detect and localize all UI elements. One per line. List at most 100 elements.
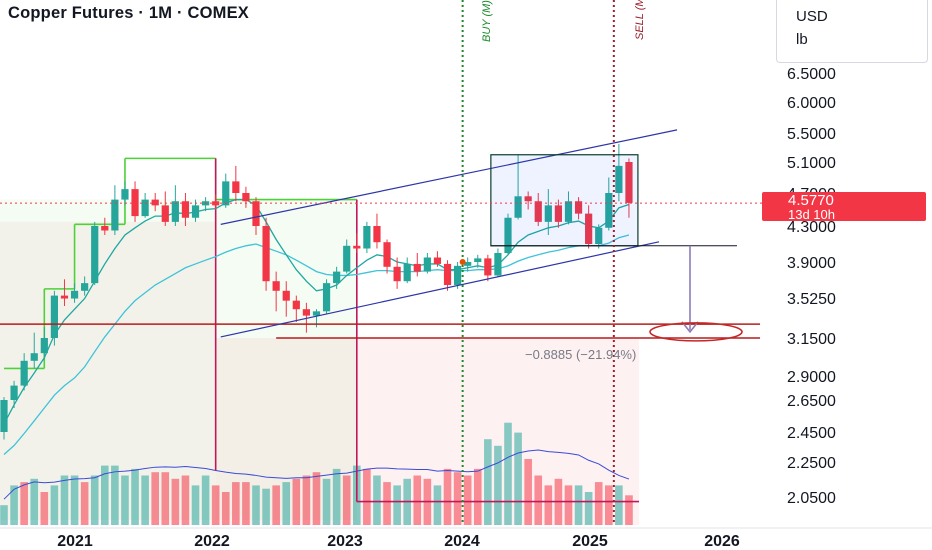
volume-bar xyxy=(342,475,351,525)
measure-label: −0.8885 (−21.94%) xyxy=(525,347,636,362)
candle-body xyxy=(605,193,613,228)
time-tick-label: 2023 xyxy=(327,533,363,550)
price-tick-label: 2.0500 xyxy=(787,490,836,507)
candle-body xyxy=(383,242,391,267)
volume-bar xyxy=(0,505,8,525)
price-scale-header[interactable] xyxy=(776,0,928,63)
price-tick-label: 5.1000 xyxy=(787,155,836,172)
volume-bar xyxy=(151,472,159,525)
candle-body xyxy=(30,353,38,361)
candle-body xyxy=(171,201,179,222)
candle-body xyxy=(423,257,431,272)
candle-body xyxy=(191,205,200,218)
channel-lower-line xyxy=(220,241,660,338)
candle-body xyxy=(151,199,159,206)
range-box xyxy=(490,154,639,247)
price-tick-label: 2.6500 xyxy=(787,393,836,410)
volume-bar xyxy=(373,475,381,525)
projection-arrow-head xyxy=(681,321,699,334)
price-tick-label: 3.5250 xyxy=(787,291,836,308)
price-tick-label: 3.9000 xyxy=(787,255,836,272)
time-tick-label: 2021 xyxy=(57,533,93,550)
volume-bar xyxy=(413,475,422,525)
volume-bar xyxy=(625,495,633,525)
volume-bar xyxy=(252,485,260,525)
volume-bar xyxy=(453,472,462,525)
volume-bar xyxy=(322,478,331,525)
volume-bar xyxy=(282,482,291,525)
candle-body xyxy=(232,181,240,193)
candle-body xyxy=(464,262,472,266)
ema-fast-line xyxy=(3,198,630,425)
candle-body xyxy=(474,258,482,262)
volume-bar xyxy=(504,422,512,525)
volume-bar xyxy=(534,475,543,525)
volume-bar xyxy=(443,468,452,525)
candle-body xyxy=(262,226,270,282)
volume-bar xyxy=(615,485,623,525)
candle-body xyxy=(393,266,401,282)
candle-body xyxy=(111,199,119,231)
volume-layer xyxy=(0,422,633,525)
chart-title: Copper Futures · 1M · COMEX xyxy=(8,4,249,22)
candle-body xyxy=(101,226,109,231)
candle-body xyxy=(282,290,290,301)
candle-body xyxy=(222,181,230,206)
candle-body xyxy=(544,205,552,222)
price-tick-label: 2.2500 xyxy=(787,455,836,472)
volume-bar xyxy=(594,482,603,525)
volume-bar xyxy=(111,465,119,525)
candle-body xyxy=(312,311,321,316)
volume-bar xyxy=(20,482,28,525)
candle-body xyxy=(333,271,341,284)
volume-bar xyxy=(463,475,472,525)
sell-signal-label: SELL (M) xyxy=(634,0,646,40)
candle-body xyxy=(91,226,99,284)
candle-body xyxy=(484,258,492,276)
candle-body xyxy=(252,201,260,226)
candle-body xyxy=(161,205,169,222)
candle-body xyxy=(20,360,28,386)
volume-bar xyxy=(332,468,341,525)
volume-bar xyxy=(60,475,69,525)
price-tick-label: 2.9000 xyxy=(787,369,836,386)
currency-label[interactable]: USD xyxy=(796,8,828,25)
candle-body xyxy=(272,281,280,291)
price-tick-label: 5.5000 xyxy=(787,126,836,143)
volume-bar xyxy=(484,439,492,525)
candle-body xyxy=(141,199,149,217)
candle-body xyxy=(81,283,89,291)
candle-body xyxy=(322,283,331,312)
volume-bar xyxy=(605,485,613,525)
volume-bar xyxy=(121,475,129,525)
volume-bar xyxy=(211,485,220,525)
volume-bar xyxy=(90,475,99,525)
volume-bar xyxy=(201,475,210,525)
target-ellipse xyxy=(649,322,743,342)
candle-body xyxy=(574,201,583,214)
price-tick-label: 4.3000 xyxy=(787,219,836,236)
volume-bar xyxy=(10,485,18,525)
candle-body xyxy=(70,290,79,299)
drawings-layer xyxy=(0,0,762,525)
candle-body xyxy=(0,400,8,432)
price-tick-label: 3.1500 xyxy=(787,331,836,348)
buy-signal-dot xyxy=(459,259,466,265)
ema-slow-line xyxy=(3,234,630,455)
background-layer xyxy=(0,199,640,525)
candle-body xyxy=(10,385,18,400)
time-tick-label: 2024 xyxy=(444,533,480,550)
volume-bar xyxy=(101,465,109,525)
candle-body xyxy=(514,196,522,218)
volume-bar xyxy=(181,475,190,525)
volume-bar xyxy=(494,445,502,525)
price-tick-label: 6.0000 xyxy=(787,95,836,112)
unit-label: lb xyxy=(796,31,808,48)
candle-body xyxy=(50,295,58,338)
candle-body xyxy=(363,226,371,249)
price-tick-label: 2.4500 xyxy=(787,425,836,442)
candle-body xyxy=(373,226,381,243)
candle-body xyxy=(353,245,361,249)
candle-body xyxy=(181,201,190,218)
